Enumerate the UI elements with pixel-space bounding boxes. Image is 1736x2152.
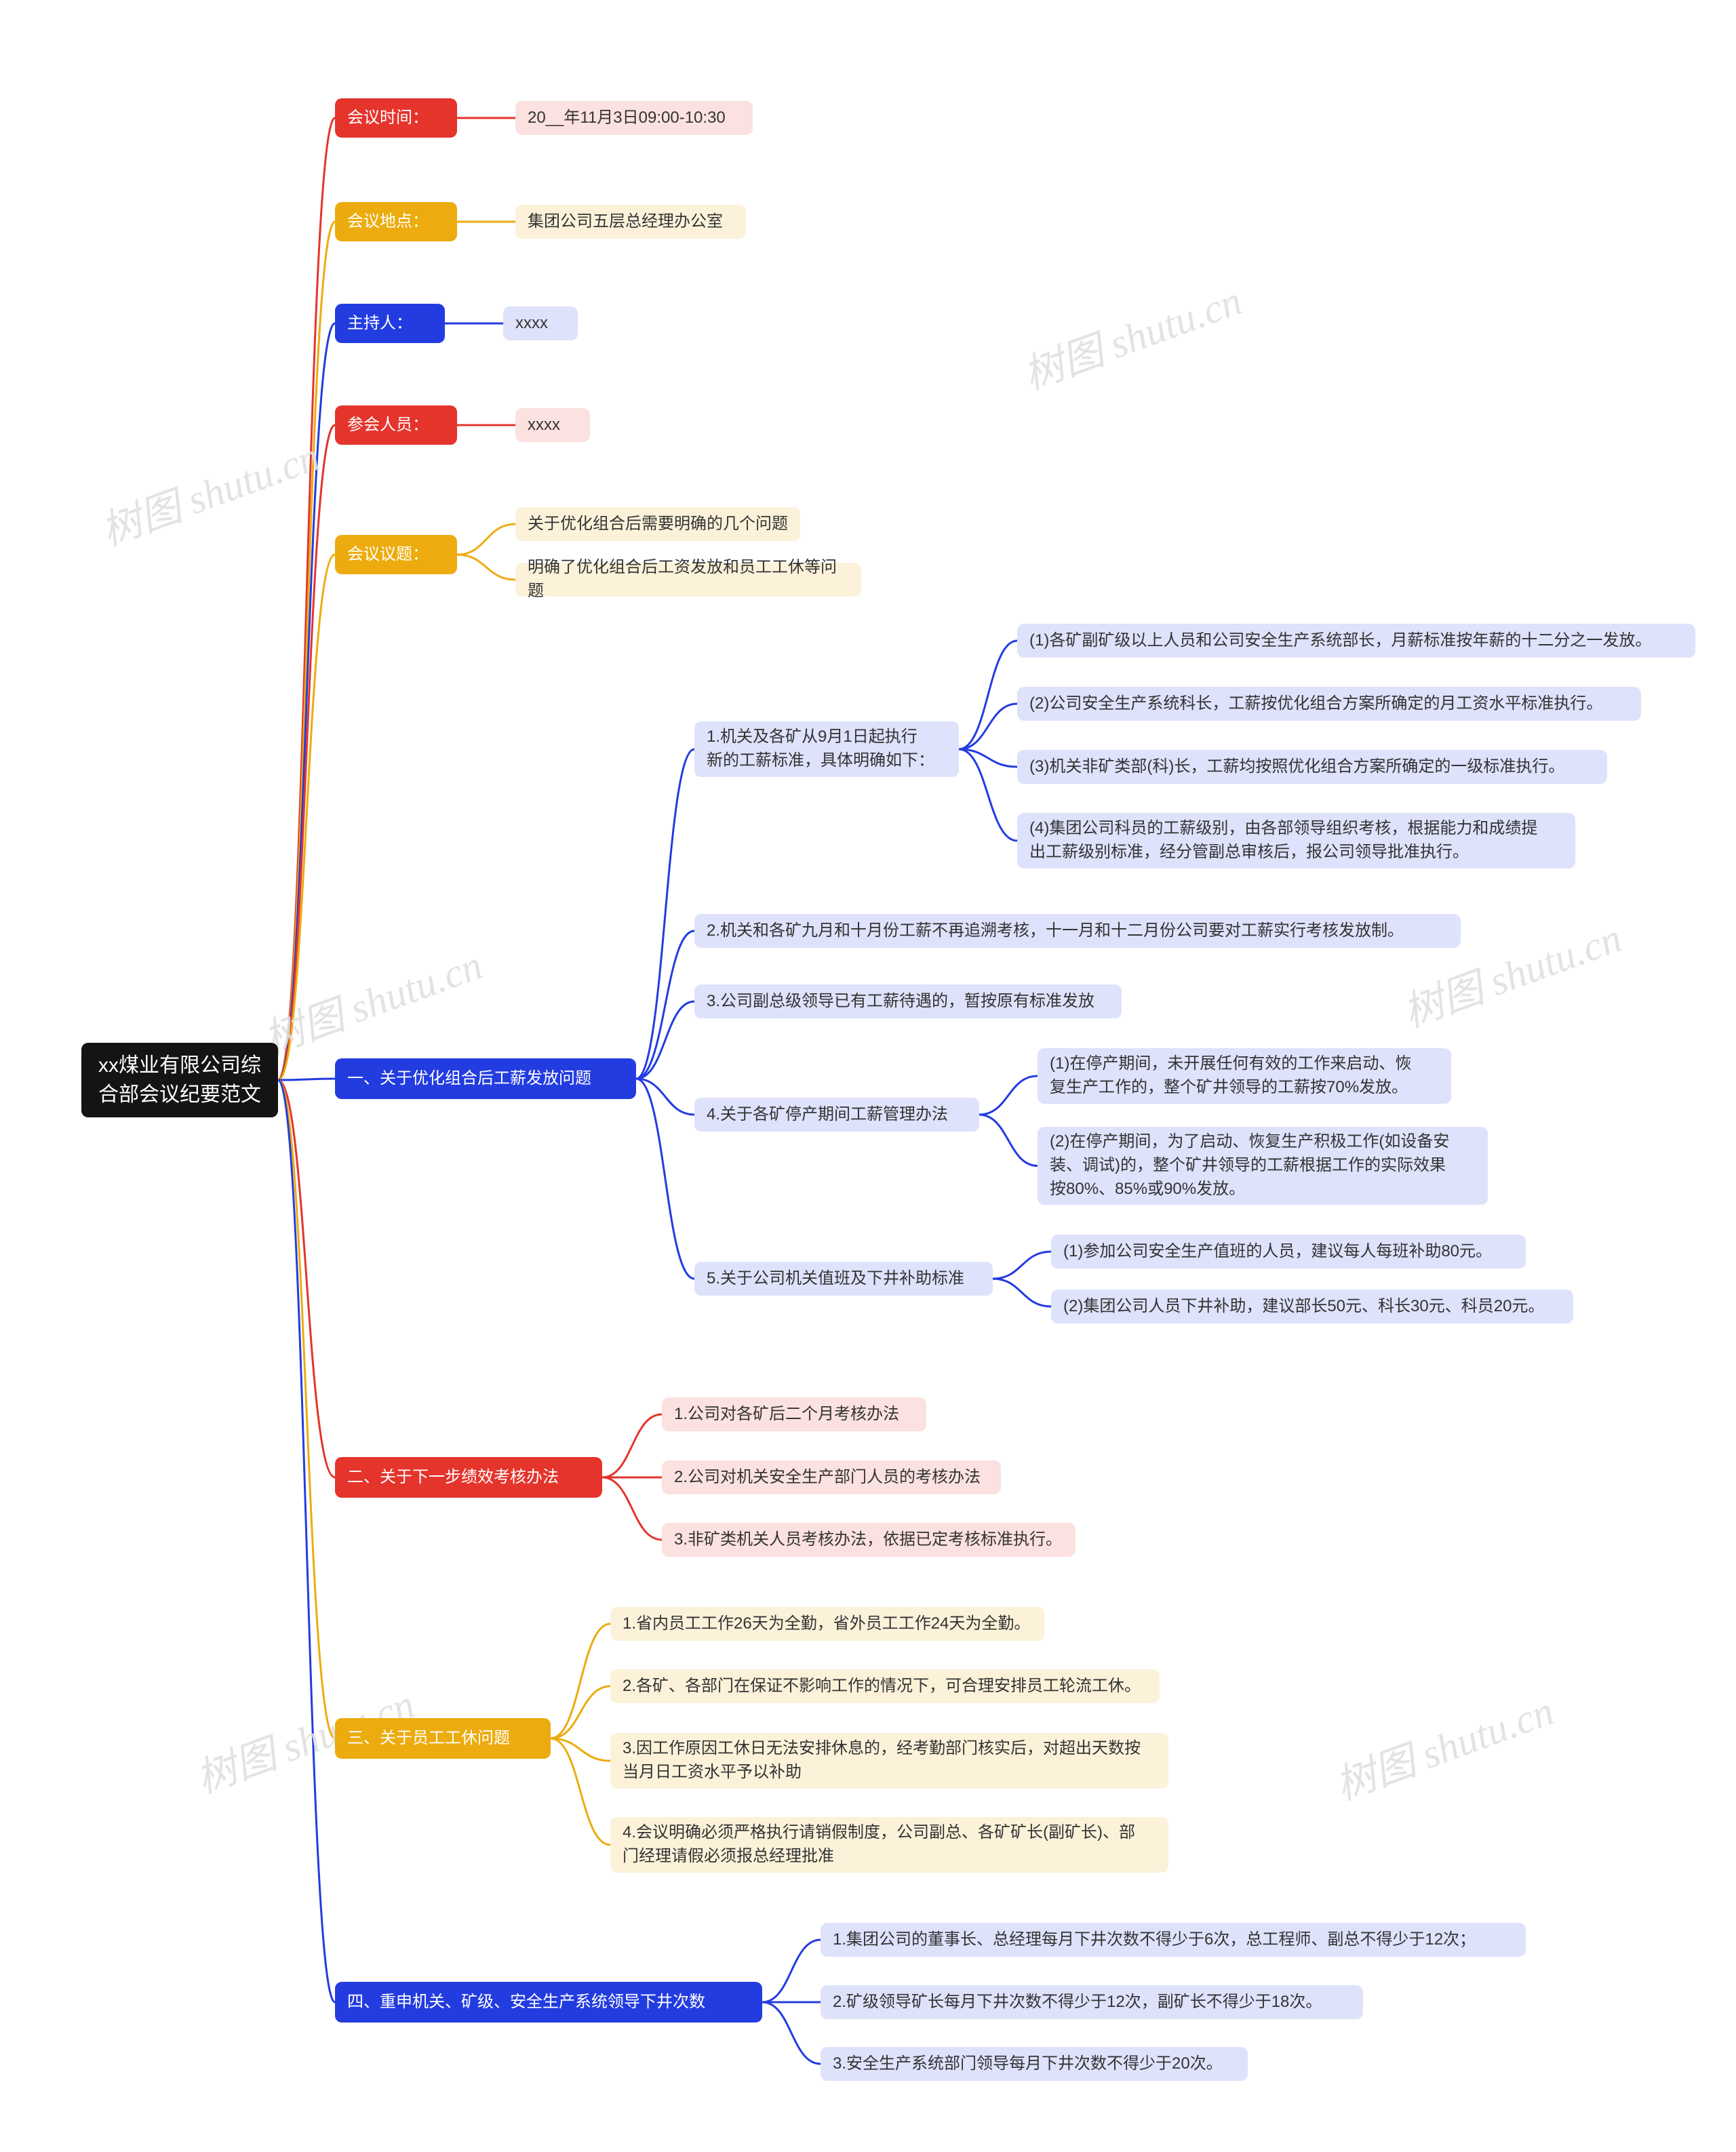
mindmap-node: 2.机关和各矿九月和十月份工薪不再追溯考核，十一月和十二月份公司要对工薪实行考核… bbox=[694, 914, 1461, 948]
connector bbox=[636, 1079, 694, 1279]
connector bbox=[278, 425, 335, 1080]
connector bbox=[979, 1115, 1038, 1166]
mindmap-node: 明确了优化组合后工资发放和员工工休等问题 bbox=[515, 563, 861, 597]
mindmap-node: (2)在停产期间，为了启动、恢复生产积极工作(如设备安 装、调试)的，整个矿井领… bbox=[1038, 1127, 1488, 1205]
connector bbox=[762, 2002, 821, 2064]
connector bbox=[278, 1080, 335, 2002]
connector bbox=[278, 323, 335, 1080]
connector bbox=[551, 1738, 610, 1845]
mindmap-node: 1.省内员工工作26天为全勤，省外员工工作24天为全勤。 bbox=[610, 1607, 1044, 1641]
connector bbox=[602, 1414, 662, 1477]
watermark: 树图 shutu.cn bbox=[1326, 1678, 1560, 1812]
mindmap-node: 会议时间： bbox=[335, 98, 457, 138]
mindmap-node: (2)集团公司人员下井补助，建议部长50元、科长30元、科员20元。 bbox=[1051, 1290, 1573, 1323]
mindmap-node: xx煤业有限公司综 合部会议纪要范文 bbox=[81, 1043, 278, 1117]
connector bbox=[278, 1080, 335, 1738]
mindmap-node: (3)机关非矿类部(科)长，工薪均按照优化组合方案所确定的一级标准执行。 bbox=[1017, 750, 1607, 784]
mindmap-node: 三、关于员工工休问题 bbox=[335, 1718, 551, 1759]
connector bbox=[636, 749, 694, 1079]
mindmap-node: 二、关于下一步绩效考核办法 bbox=[335, 1457, 602, 1498]
mindmap-node: (2)公司安全生产系统科长，工薪按优化组合方案所确定的月工资水平标准执行。 bbox=[1017, 687, 1641, 721]
mindmap-node: (4)集团公司科员的工薪级别，由各部领导组织考核，根据能力和成绩提 出工薪级别标… bbox=[1017, 813, 1575, 869]
connector bbox=[993, 1279, 1051, 1307]
mindmap-node: 集团公司五层总经理办公室 bbox=[515, 205, 746, 239]
connector bbox=[278, 1079, 335, 1080]
mindmap-node: 3.非矿类机关人员考核办法，依据已定考核标准执行。 bbox=[662, 1523, 1076, 1557]
connector bbox=[602, 1477, 662, 1540]
mindmap-node: 会议地点： bbox=[335, 202, 457, 241]
mindmap-node: 2.公司对机关安全生产部门人员的考核办法 bbox=[662, 1460, 1001, 1494]
mindmap-node: (1)各矿副矿级以上人员和公司安全生产系统部长，月薪标准按年薪的十二分之一发放。 bbox=[1017, 624, 1695, 658]
connector bbox=[278, 555, 335, 1080]
mindmap-node: 4.关于各矿停产期间工薪管理办法 bbox=[694, 1098, 979, 1132]
mindmap-node: 关于优化组合后需要明确的几个问题 bbox=[515, 507, 800, 541]
connector bbox=[551, 1624, 610, 1738]
mindmap-node: 3.因工作原因工休日无法安排休息的，经考勤部门核实后，对超出天数按 当月日工资水… bbox=[610, 1733, 1168, 1789]
mindmap-node: 会议议题： bbox=[335, 535, 457, 574]
connector bbox=[993, 1252, 1051, 1279]
connector bbox=[636, 931, 694, 1079]
mindmap-node: (1)参加公司安全生产值班的人员，建议每人每班补助80元。 bbox=[1051, 1235, 1526, 1269]
watermark: 树图 shutu.cn bbox=[92, 424, 326, 557]
connector bbox=[959, 749, 1017, 767]
mindmap-node: 5.关于公司机关值班及下井补助标准 bbox=[694, 1262, 993, 1296]
connector bbox=[457, 555, 515, 580]
connector bbox=[551, 1686, 610, 1738]
mindmap-node: 主持人： bbox=[335, 304, 445, 343]
mindmap-node: 一、关于优化组合后工薪发放问题 bbox=[335, 1058, 636, 1099]
watermark: 树图 shutu.cn bbox=[254, 932, 489, 1066]
mindmap-node: 20__年11月3日09:00-10:30 bbox=[515, 101, 753, 135]
connector bbox=[457, 524, 515, 555]
mindmap-node: xxxx bbox=[515, 408, 590, 442]
watermark: 树图 shutu.cn bbox=[1014, 268, 1248, 401]
mindmap-node: 1.机关及各矿从9月1日起执行 新的工薪标准，具体明确如下： bbox=[694, 721, 959, 777]
mindmap-node: 3.安全生产系统部门领导每月下井次数不得少于20次。 bbox=[821, 2047, 1248, 2081]
connector bbox=[278, 1080, 335, 1477]
mindmap-node: 2.各矿、各部门在保证不影响工作的情况下，可合理安排员工轮流工休。 bbox=[610, 1669, 1160, 1703]
connector bbox=[959, 749, 1017, 841]
mindmap-node: 1.集团公司的董事长、总经理每月下井次数不得少于6次，总工程师、副总不得少于12… bbox=[821, 1923, 1526, 1957]
connector bbox=[636, 1079, 694, 1115]
mindmap-node: 2.矿级领导矿长每月下井次数不得少于12次，副矿长不得少于18次。 bbox=[821, 1985, 1363, 2019]
connector bbox=[979, 1076, 1038, 1115]
connector bbox=[278, 222, 335, 1080]
mindmap-node: 四、重申机关、矿级、安全生产系统领导下井次数 bbox=[335, 1982, 762, 2023]
mindmap-node: 参会人员： bbox=[335, 405, 457, 445]
mindmap-node: xxxx bbox=[503, 306, 578, 340]
mindmap-canvas: 树图 shutu.cn 树图 shutu.cn 树图 shutu.cn 树图 shut… bbox=[0, 0, 1736, 2152]
mindmap-node: 4.会议明确必须严格执行请销假制度，公司副总、各矿矿长(副矿长)、部 门经理请假… bbox=[610, 1817, 1168, 1873]
connector bbox=[636, 1001, 694, 1079]
connector bbox=[959, 704, 1017, 749]
mindmap-node: 3.公司副总级领导已有工薪待遇的，暂按原有标准发放 bbox=[694, 984, 1122, 1018]
connector bbox=[278, 118, 335, 1080]
connector bbox=[959, 641, 1017, 749]
connector bbox=[551, 1738, 610, 1761]
mindmap-node: 1.公司对各矿后二个月考核办法 bbox=[662, 1397, 926, 1431]
connector bbox=[762, 1940, 821, 2002]
mindmap-node: (1)在停产期间，未开展任何有效的工作来启动、恢 复生产工作的，整个矿井领导的工… bbox=[1038, 1048, 1451, 1104]
